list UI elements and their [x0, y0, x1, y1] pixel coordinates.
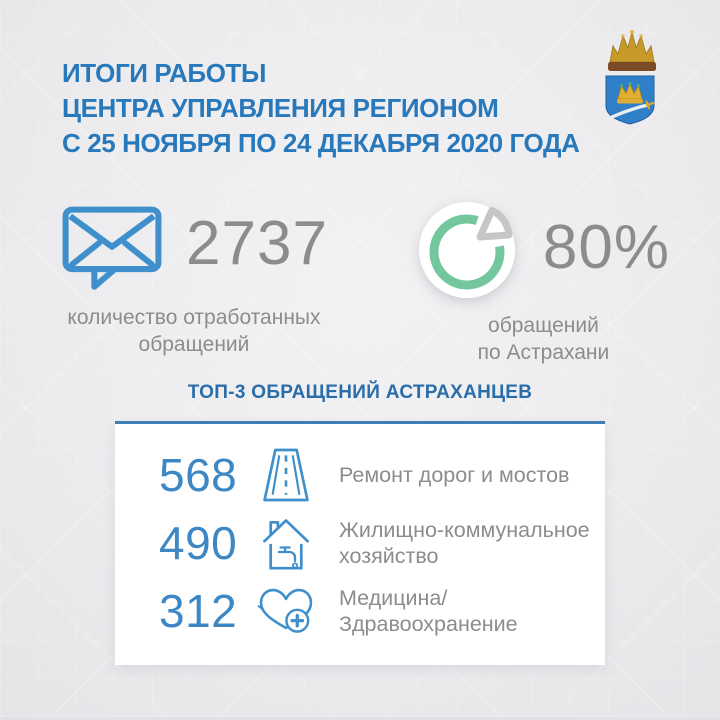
medicine-label: Медицина/ Здравоохранение: [339, 585, 518, 636]
envelope-message-icon: [60, 196, 164, 292]
roads-value: 568: [159, 448, 238, 501]
top3-card: 568 Ремонт дорог и мостов 490: [115, 424, 605, 665]
page-title: ИТОГИ РАБОТЫ ЦЕНТРА УПРАВЛЕНИЯ РЕГИОНОМ …: [62, 56, 680, 161]
summary-stats: 2737 количество отработанных обращений 8…: [60, 196, 670, 367]
medicine-heart-icon: [257, 580, 315, 642]
title-line-1: ИТОГИ РАБОТЫ: [62, 58, 267, 88]
section-divider: [115, 421, 605, 424]
roads-label: Ремонт дорог и мостов: [339, 462, 570, 487]
list-item-roads: 568 Ремонт дорог и мостов: [159, 444, 605, 506]
pie-chart-icon: [417, 196, 521, 300]
list-item-medicine: 312 Медицина/ Здравоохранение: [159, 580, 605, 642]
road-icon: [257, 444, 315, 506]
astrakhan-share-caption: обращений по Астрахани: [477, 314, 610, 365]
astrakhan-share-stat: 80% обращений по Астрахани: [417, 196, 670, 367]
top3-heading: ТОП-3 ОБРАЩЕНИЙ АСТРАХАНЦЕВ: [187, 382, 533, 403]
processed-appeals-stat: 2737 количество отработанных обращений: [60, 196, 328, 367]
housing-value: 490: [159, 516, 238, 569]
house-utilities-icon: [257, 512, 315, 574]
astrakhan-coat-of-arms-icon: [598, 22, 662, 126]
medicine-value: 312: [159, 584, 238, 637]
astrakhan-share-value: 80%: [542, 213, 670, 282]
title-line-2: ЦЕНТРА УПРАВЛЕНИЯ РЕГИОНОМ: [62, 93, 499, 123]
title-line-3: С 25 НОЯБРЯ ПО 24 ДЕКАБРЯ 2020 ГОДА: [62, 128, 580, 158]
processed-appeals-value: 2737: [186, 209, 328, 278]
processed-appeals-caption: количество отработанных обращений: [67, 306, 321, 357]
list-item-housing: 490 Жилищно-коммунальное хозяйство: [159, 512, 605, 574]
housing-label: Жилищно-коммунальное хозяйство: [339, 517, 590, 568]
